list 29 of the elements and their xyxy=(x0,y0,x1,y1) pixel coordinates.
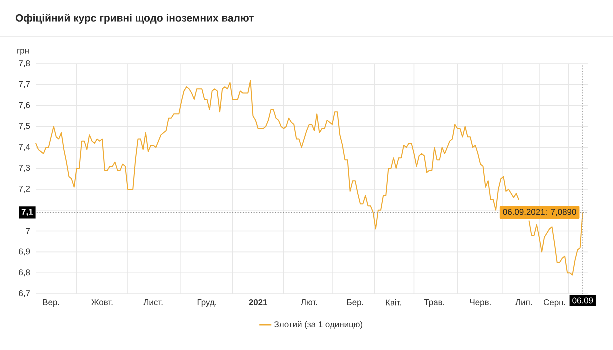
x-tick-label: Груд. xyxy=(198,300,216,308)
y-tick-label: 6,7 xyxy=(19,290,30,298)
y-tick-label: 7,4 xyxy=(19,144,30,152)
x-tick-label: Серп. xyxy=(544,300,566,308)
ref-line-label: 7,1 xyxy=(22,209,34,216)
y-tick-label: 7,2 xyxy=(19,186,30,193)
y-tick-label: 7,6 xyxy=(19,102,30,110)
y-tick-label: 7,3 xyxy=(19,165,30,172)
annotation: 06.09.2021: 7,0890 xyxy=(503,209,576,216)
x-tick-label: Лист. xyxy=(144,300,163,306)
y-tick-label: 7,5 xyxy=(19,123,30,130)
x-tick-label: Жовт. xyxy=(92,300,113,306)
x-tick-label: Черв. xyxy=(470,300,491,308)
y-tick-label: 7,8 xyxy=(19,60,30,68)
x-tick-label: Бер. xyxy=(347,300,364,308)
x-tick-label: Трав. xyxy=(424,300,444,308)
chart-title: Офіційний курс гривні щодо іноземних валют xyxy=(16,14,254,24)
x-tick-label: Квіт. xyxy=(386,300,402,306)
x-tick-label: 2021 xyxy=(249,300,268,306)
legend-label: Злотий (за 1 одиницю) xyxy=(274,321,363,330)
y-tick-label: 6,8 xyxy=(19,270,30,277)
x-tick-label: Вер. xyxy=(43,300,60,308)
y-axis-title: грн xyxy=(18,49,29,56)
x-tick-label: Лип. xyxy=(516,300,532,306)
y-tick-label: 7,7 xyxy=(19,81,30,88)
x-tick-label: 06.09 xyxy=(572,298,594,304)
y-tick-label: 7 xyxy=(26,228,30,234)
y-tick-label: 6,9 xyxy=(19,248,30,256)
x-tick-label: Лют. xyxy=(301,300,318,306)
